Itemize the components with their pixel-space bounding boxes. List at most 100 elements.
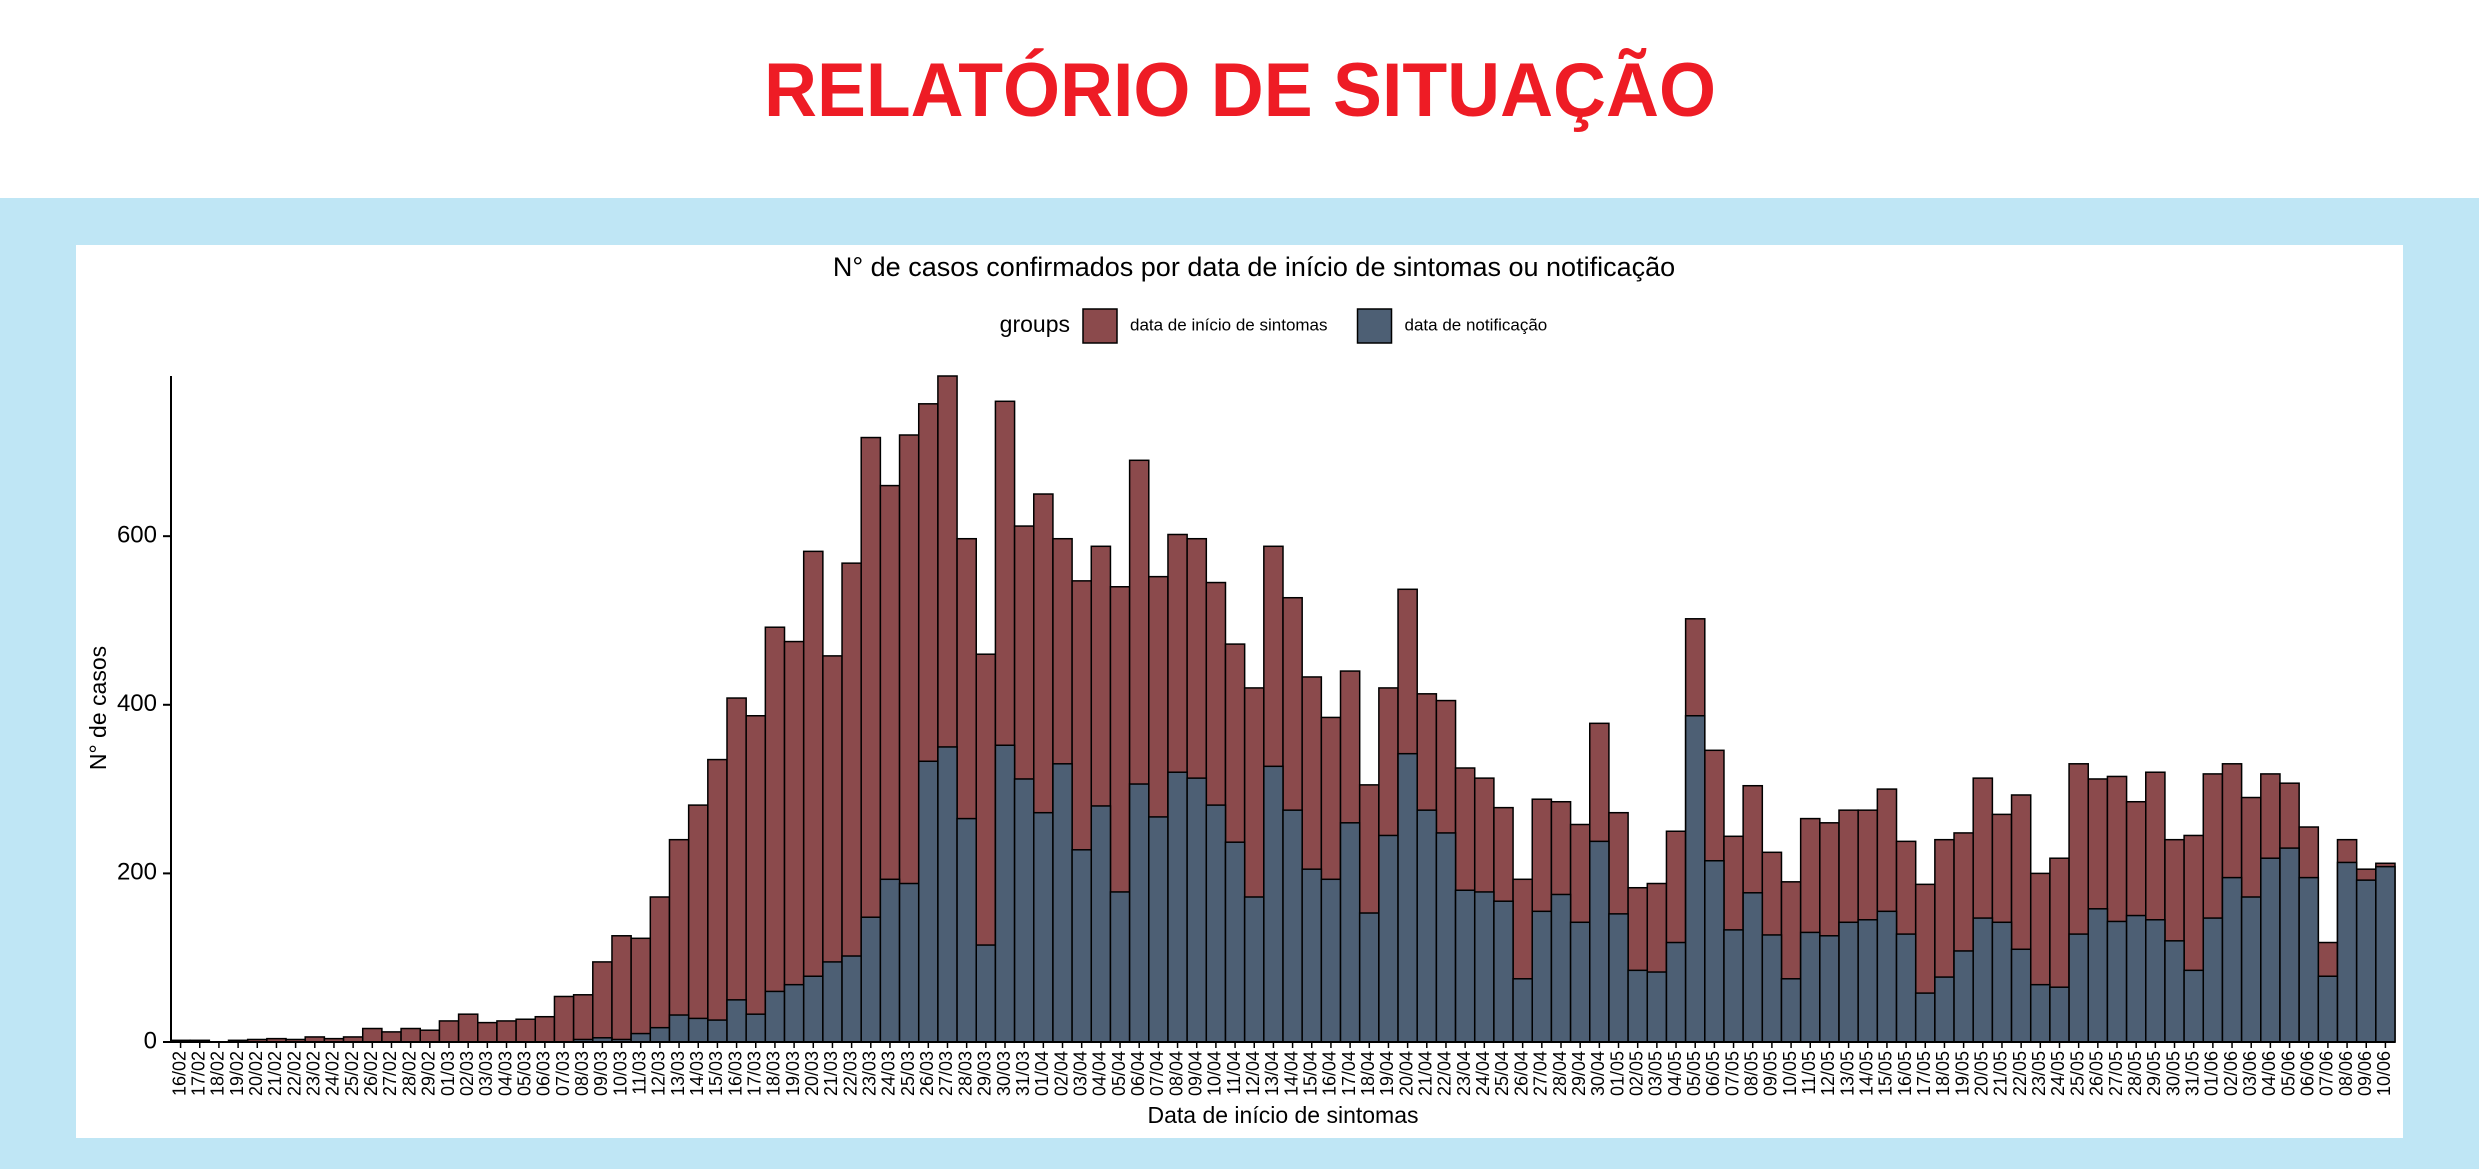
- x-tick-label: 18/02: [208, 1051, 228, 1096]
- x-tick-label: 28/03: [955, 1051, 975, 1096]
- x-tick-label: 04/03: [495, 1051, 515, 1096]
- bar: [687, 804, 709, 1043]
- x-tick-label: 04/06: [2259, 1051, 2279, 1096]
- bar: [1953, 950, 1974, 1043]
- x-tick-label: 10/06: [2374, 1051, 2394, 1096]
- x-tick-label: 24/02: [323, 1051, 343, 1096]
- x-tick-label: 23/04: [1454, 1051, 1474, 1096]
- bar: [1397, 752, 1418, 1043]
- x-tick-label: 05/05: [1684, 1051, 1704, 1096]
- x-tick-label: 03/03: [476, 1051, 496, 1096]
- bar: [1914, 992, 1936, 1043]
- bar: [1282, 809, 1303, 1043]
- y-axis-title: N° de casos: [85, 646, 111, 770]
- bar: [1723, 929, 1744, 1043]
- x-tick-label: 12/05: [1818, 1051, 1838, 1096]
- x-tick-label: 19/02: [227, 1051, 247, 1096]
- x-tick-label: 22/05: [2010, 1051, 2030, 1096]
- bar: [1512, 978, 1533, 1043]
- x-tick-label: 14/05: [1857, 1051, 1877, 1096]
- x-tick-label: 15/05: [1876, 1051, 1896, 1096]
- bar: [381, 1031, 402, 1043]
- x-tick-label: 22/04: [1435, 1051, 1455, 1096]
- x-tick-label: 01/04: [1032, 1051, 1052, 1096]
- x-tick-label: 30/04: [1588, 1051, 1608, 1096]
- x-axis-title: Data de início de sintomas: [1147, 1102, 1418, 1128]
- bar: [1473, 891, 1495, 1043]
- legend-label: data de início de sintomas: [1130, 315, 1328, 334]
- bar: [783, 640, 805, 1043]
- bar: [1263, 765, 1284, 1043]
- x-tick-label: 10/03: [610, 1051, 630, 1096]
- bar: [2355, 879, 2377, 1043]
- x-tick-label: 19/04: [1377, 1051, 1397, 1096]
- x-tick-label: 07/04: [1147, 1051, 1167, 1096]
- bar: [1991, 921, 2013, 1043]
- x-tick-label: 11/05: [1799, 1051, 1819, 1095]
- x-tick-label: 30/05: [2163, 1051, 2183, 1096]
- bar: [802, 550, 824, 1043]
- x-tick-label: 28/04: [1550, 1051, 1570, 1096]
- x-tick-label: 26/05: [2087, 1051, 2107, 1096]
- x-tick-label: 07/06: [2317, 1051, 2337, 1096]
- y-tick-label: 600: [117, 522, 157, 549]
- bar: [2106, 920, 2128, 1043]
- x-tick-label: 10/04: [1205, 1051, 1225, 1096]
- bar: [2317, 975, 2339, 1043]
- x-tick-label: 21/02: [265, 1051, 285, 1096]
- x-tick-label: 31/05: [2182, 1051, 2202, 1096]
- x-tick-label: 09/03: [591, 1051, 611, 1096]
- x-tick-label: 09/06: [2355, 1051, 2375, 1096]
- bar: [438, 1020, 460, 1043]
- bar: [1301, 868, 1323, 1043]
- bar: [649, 896, 671, 1043]
- x-tick-label: 12/04: [1243, 1051, 1263, 1096]
- x-tick-label: 18/04: [1358, 1051, 1378, 1096]
- x-tick-label: 04/04: [1090, 1051, 1110, 1096]
- bar: [1320, 878, 1342, 1043]
- x-tick-label: 03/05: [1646, 1051, 1666, 1096]
- x-tick-label: 21/05: [1991, 1051, 2011, 1096]
- bar: [2125, 914, 2147, 1043]
- bar: [630, 937, 652, 1043]
- bar: [1033, 811, 1054, 1043]
- bar: [630, 1032, 652, 1043]
- legend-title: groups: [1000, 311, 1070, 337]
- bar: [1416, 809, 1438, 1043]
- x-tick-label: 05/04: [1109, 1051, 1129, 1096]
- x-tick-label: 01/06: [2202, 1051, 2222, 1096]
- x-tick-label: 01/03: [438, 1051, 458, 1096]
- x-tick-label: 21/03: [821, 1051, 841, 1096]
- x-tick-label: 08/05: [1741, 1051, 1761, 1096]
- x-tick-label: 06/04: [1128, 1051, 1148, 1096]
- x-tick-label: 25/02: [342, 1051, 362, 1096]
- x-tick-label: 28/05: [2125, 1051, 2145, 1096]
- bar: [1224, 841, 1246, 1043]
- bar: [1876, 910, 1898, 1043]
- bar: [400, 1027, 421, 1043]
- x-tick-label: 08/06: [2336, 1051, 2356, 1096]
- bar: [2087, 908, 2109, 1043]
- bar: [1780, 978, 1802, 1043]
- x-tick-label: 23/05: [2029, 1051, 2049, 1096]
- x-tick-label: 29/02: [419, 1051, 439, 1096]
- x-tick-label: 03/06: [2240, 1051, 2260, 1096]
- bar: [2145, 919, 2166, 1043]
- bar: [1838, 921, 1859, 1043]
- bar: [1761, 934, 1783, 1043]
- bar: [1493, 900, 1514, 1043]
- page-title: RELATÓRIO DE SITUAÇÃO: [764, 48, 1716, 133]
- x-tick-label: 25/03: [898, 1051, 918, 1096]
- bar: [1243, 896, 1265, 1043]
- bar: [1627, 969, 1649, 1043]
- x-tick-label: 17/02: [189, 1051, 209, 1096]
- bar: [1589, 840, 1610, 1043]
- bar: [1454, 889, 1476, 1043]
- bar: [1704, 859, 1725, 1043]
- bar: [1148, 816, 1169, 1043]
- bar: [2221, 876, 2243, 1043]
- x-tick-label: 07/03: [553, 1051, 573, 1096]
- x-tick-label: 22/02: [284, 1051, 304, 1096]
